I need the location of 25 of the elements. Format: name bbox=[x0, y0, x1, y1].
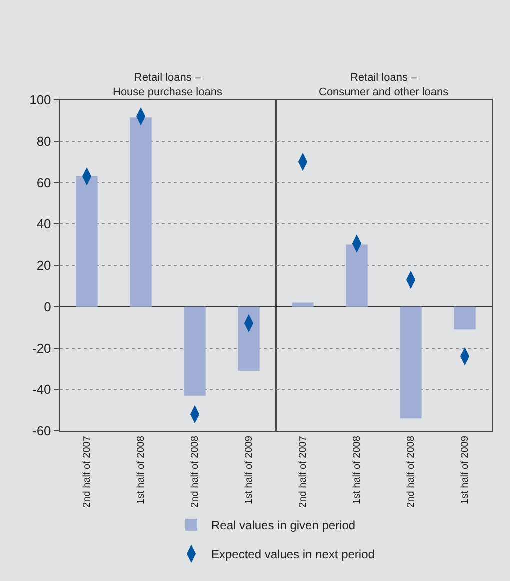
x-tick-label: 1st half of 2008 bbox=[352, 436, 364, 504]
bar bbox=[238, 306, 260, 372]
x-tick-label: 2nd half of 2008 bbox=[190, 436, 202, 508]
x-tick-label: 1st half of 2008 bbox=[136, 436, 148, 504]
x-tick-label: 1st half of 2009 bbox=[460, 436, 472, 504]
y-tick-label: -60 bbox=[32, 424, 52, 439]
bar bbox=[184, 306, 206, 396]
y-tick-label: -40 bbox=[32, 382, 52, 398]
chart-title: Retail loans – House purchase loans bbox=[113, 72, 223, 98]
bar bbox=[76, 176, 98, 307]
y-tick-label: -20 bbox=[32, 340, 52, 356]
chart-title: Retail loans – Consumer and other loans bbox=[319, 72, 450, 98]
y-tick-label: 0 bbox=[44, 299, 52, 314]
y-tick-label: 40 bbox=[36, 216, 52, 232]
x-tick-label: 2nd half of 2007 bbox=[82, 436, 94, 508]
x-tick-label: 1st half of 2009 bbox=[244, 436, 256, 504]
bar bbox=[130, 118, 152, 307]
x-tick-label: 2nd half of 2007 bbox=[298, 436, 310, 508]
x-tick-label: 2nd half of 2008 bbox=[406, 436, 418, 508]
legend-label: Real values in given period bbox=[212, 518, 356, 533]
legend-label: Expected values in next period bbox=[212, 548, 375, 562]
y-tick-label: 60 bbox=[36, 175, 52, 190]
y-tick-label: 20 bbox=[36, 258, 52, 274]
y-tick-label: 100 bbox=[30, 92, 52, 108]
y-tick-label: 80 bbox=[36, 134, 52, 149]
